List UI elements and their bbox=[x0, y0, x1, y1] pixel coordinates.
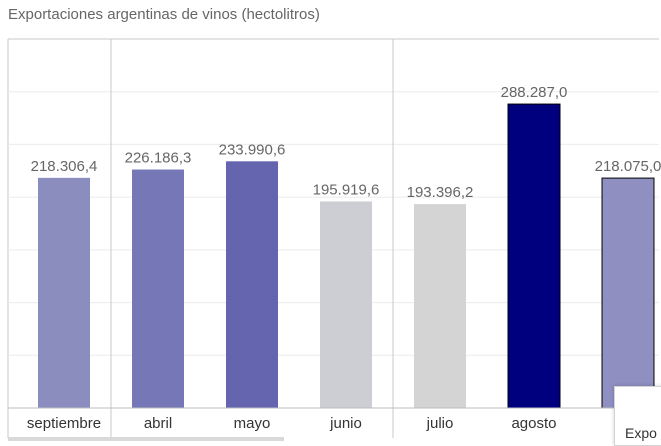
chart-title: Exportaciones argentinas de vinos (hecto… bbox=[8, 6, 320, 23]
data-label-1: 218.306,4 bbox=[31, 158, 98, 175]
data-label-3: 233.990,6 bbox=[219, 141, 286, 158]
bar-1 bbox=[38, 177, 90, 408]
x-tick-label-1: septiembre bbox=[27, 415, 101, 432]
data-label-5: 193.396,2 bbox=[407, 184, 474, 201]
bar-3 bbox=[226, 161, 278, 408]
x-tick-label-6: agosto bbox=[511, 415, 556, 432]
data-label-6: 288.287,0 bbox=[501, 84, 568, 101]
horizontal-scrollbar[interactable] bbox=[8, 437, 284, 441]
tooltip-text: Expo bbox=[625, 425, 657, 441]
x-tick-label-4: junio bbox=[329, 415, 362, 432]
x-tick-label-5: julio bbox=[426, 415, 454, 432]
data-label-2: 226.186,3 bbox=[125, 150, 192, 167]
data-label-4: 195.919,6 bbox=[313, 181, 380, 198]
x-tick-label-2: abril bbox=[144, 415, 172, 432]
bar-5 bbox=[414, 204, 466, 408]
tooltip-card: Expo bbox=[614, 386, 661, 446]
bar-2 bbox=[132, 169, 184, 408]
bar-6 bbox=[507, 103, 561, 409]
bar-4 bbox=[320, 201, 372, 408]
data-label-7: 218.075,0 bbox=[595, 158, 661, 175]
x-tick-label-3: mayo bbox=[234, 415, 271, 432]
bar-7 bbox=[601, 177, 655, 409]
